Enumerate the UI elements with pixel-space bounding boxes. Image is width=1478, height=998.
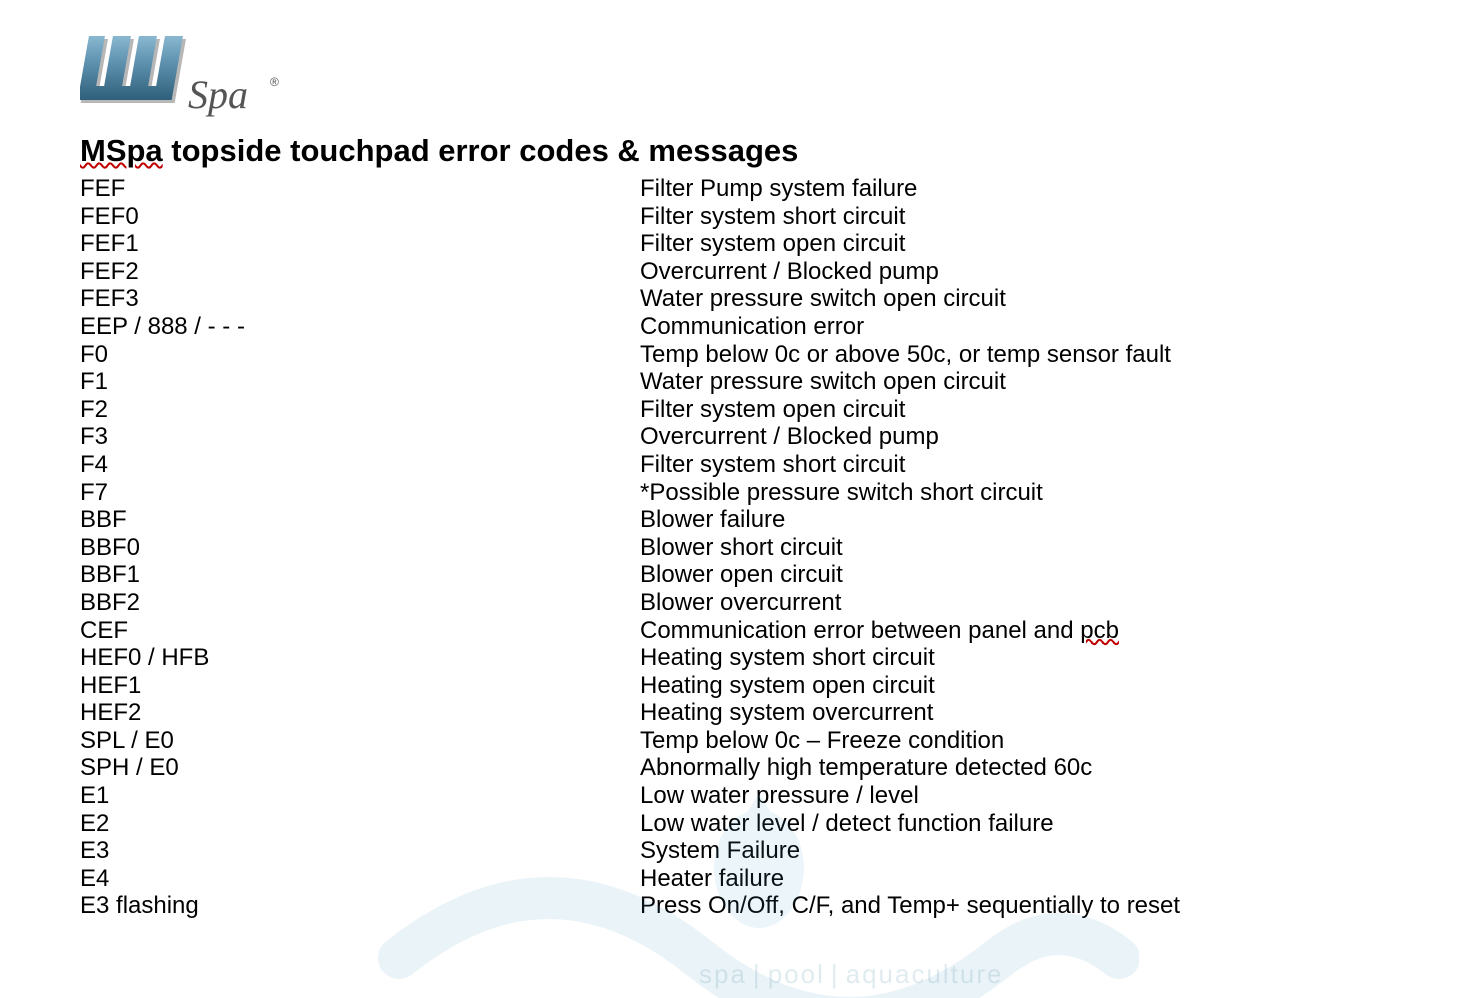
logo-spa-text: Spa [188,72,248,117]
error-code: BBF2 [80,589,640,617]
table-row: EEP / 888 / - - -Communication error [80,313,1398,341]
error-description: Filter system open circuit [640,396,1398,424]
error-code: BBF1 [80,561,640,589]
table-row: BBFBlower failure [80,506,1398,534]
error-code: F2 [80,396,640,424]
error-description: Overcurrent / Blocked pump [640,258,1398,286]
table-row: F0Temp below 0c or above 50c, or temp se… [80,341,1398,369]
error-code: E3 [80,837,640,865]
error-code: BBF [80,506,640,534]
document-page: Spa ® MSpa topside touchpad error codes … [0,0,1478,998]
error-description: Communication error [640,313,1398,341]
error-description: System Failure [640,837,1398,865]
error-code: E3 flashing [80,892,640,920]
table-row: BBF0Blower short circuit [80,534,1398,562]
error-description: Heating system overcurrent [640,699,1398,727]
error-code: FEF0 [80,203,640,231]
brand-logo: Spa ® [80,30,1398,125]
table-row: HEF1Heating system open circuit [80,672,1398,700]
error-description: Filter system short circuit [640,203,1398,231]
error-code: HEF0 / HFB [80,644,640,672]
table-row: E1Low water pressure / level [80,782,1398,810]
error-code: BBF0 [80,534,640,562]
table-row: HEF2Heating system overcurrent [80,699,1398,727]
error-code-table: FEFFilter Pump system failureFEF0Filter … [80,175,1398,920]
error-description: Heating system open circuit [640,672,1398,700]
watermark-word-aqua: aquaculture [846,959,1004,989]
error-description: Water pressure switch open circuit [640,368,1398,396]
table-row: E3 flashingPress On/Off, C/F, and Temp+ … [80,892,1398,920]
table-row: F7*Possible pressure switch short circui… [80,479,1398,507]
table-row: BBF2Blower overcurrent [80,589,1398,617]
error-code: CEF [80,617,640,645]
mspa-logo-svg: Spa ® [80,30,310,120]
title-rest: topside touchpad error codes & messages [163,133,799,168]
error-code: E2 [80,810,640,838]
error-description: Filter system short circuit [640,451,1398,479]
table-row: E2Low water level / detect function fail… [80,810,1398,838]
error-code: SPH / E0 [80,754,640,782]
table-row: BBF1Blower open circuit [80,561,1398,589]
error-code: F3 [80,423,640,451]
table-row: FEF3Water pressure switch open circuit [80,285,1398,313]
error-description-pre: Communication error between panel and [640,617,1080,644]
error-description: Blower short circuit [640,534,1398,562]
error-code: E1 [80,782,640,810]
error-description: Communication error between panel and pc… [640,617,1398,645]
table-row: FEF2Overcurrent / Blocked pump [80,258,1398,286]
error-description: Heating system short circuit [640,644,1398,672]
table-row: F1Water pressure switch open circuit [80,368,1398,396]
error-description: Blower overcurrent [640,589,1398,617]
error-code: SPL / E0 [80,727,640,755]
error-description: Abnormally high temperature detected 60c [640,754,1398,782]
error-code: HEF1 [80,672,640,700]
error-description: Low water pressure / level [640,782,1398,810]
error-description: Filter Pump system failure [640,175,1398,203]
error-code: F0 [80,341,640,369]
watermark-word-pool: pool [768,959,825,989]
watermark-separator: | [825,959,846,989]
watermark-word-spa: spa [699,959,747,989]
table-row: F2Filter system open circuit [80,396,1398,424]
table-row: CEFCommunication error between panel and… [80,617,1398,645]
error-code: EEP / 888 / - - - [80,313,640,341]
title-mspa-word: MSpa [80,133,163,168]
watermark-separator: | [747,959,768,989]
error-code: FEF3 [80,285,640,313]
error-description: Filter system open circuit [640,230,1398,258]
table-row: FEF1Filter system open circuit [80,230,1398,258]
error-code: F4 [80,451,640,479]
table-row: SPL / E0Temp below 0c – Freeze condition [80,727,1398,755]
table-row: FEFFilter Pump system failure [80,175,1398,203]
error-description: Heater failure [640,865,1398,893]
table-row: SPH / E0Abnormally high temperature dete… [80,754,1398,782]
error-description: Blower failure [640,506,1398,534]
error-description: Blower open circuit [640,561,1398,589]
logo-registered-mark: ® [270,75,279,89]
table-row: E4Heater failure [80,865,1398,893]
error-description-wavy-word: pcb [1080,617,1119,644]
table-row: FEF0Filter system short circuit [80,203,1398,231]
page-title: MSpa topside touchpad error codes & mess… [80,133,1398,169]
error-code: F7 [80,479,640,507]
error-code: HEF2 [80,699,640,727]
error-description: Overcurrent / Blocked pump [640,423,1398,451]
error-code: FEF2 [80,258,640,286]
table-row: F3Overcurrent / Blocked pump [80,423,1398,451]
table-row: HEF0 / HFBHeating system short circuit [80,644,1398,672]
error-code: F1 [80,368,640,396]
error-description: Low water level / detect function failur… [640,810,1398,838]
watermark-text: spa|pool|aquaculture [699,959,1004,990]
table-row: F4Filter system short circuit [80,451,1398,479]
error-description: Water pressure switch open circuit [640,285,1398,313]
table-row: E3System Failure [80,837,1398,865]
error-code: FEF [80,175,640,203]
error-description: Press On/Off, C/F, and Temp+ sequentiall… [640,892,1398,920]
error-code: E4 [80,865,640,893]
error-description: *Possible pressure switch short circuit [640,479,1398,507]
error-description: Temp below 0c or above 50c, or temp sens… [640,341,1398,369]
error-code: FEF1 [80,230,640,258]
error-description: Temp below 0c – Freeze condition [640,727,1398,755]
